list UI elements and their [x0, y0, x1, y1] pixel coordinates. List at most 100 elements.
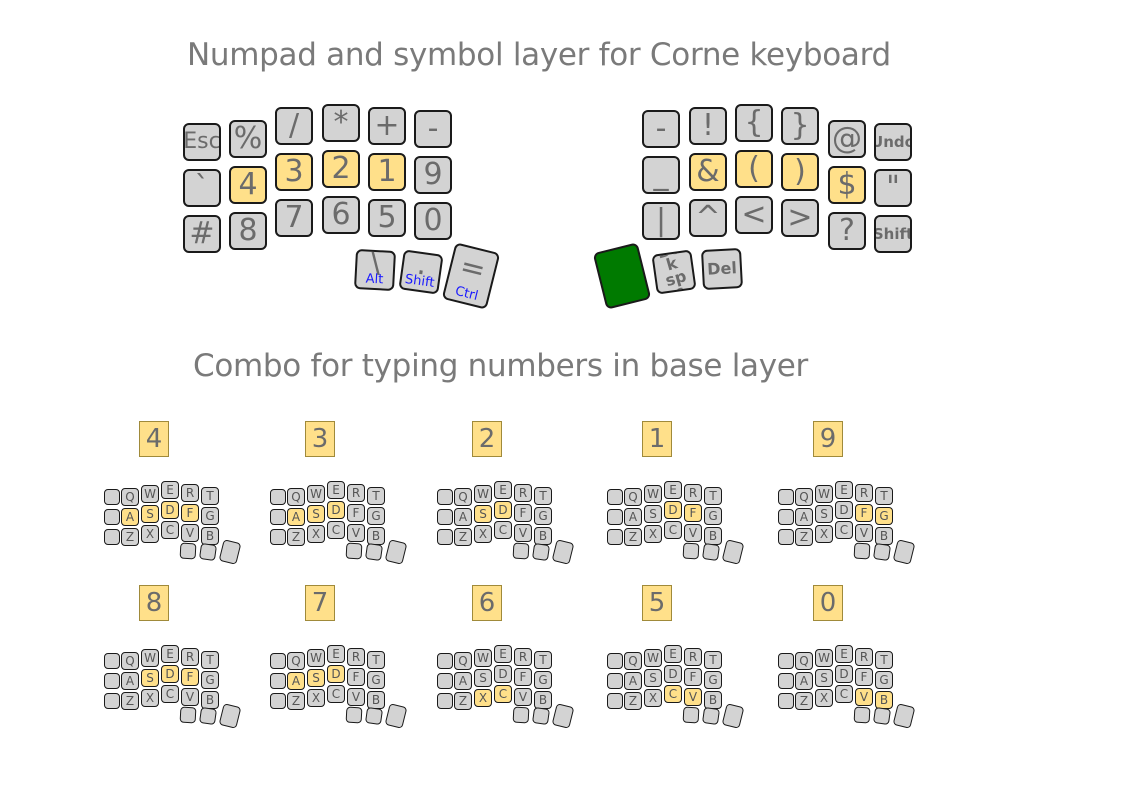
- left-key-17[interactable]: 0: [414, 202, 452, 240]
- right-key-1[interactable]: !: [689, 107, 727, 145]
- combo-6-key-e: E: [494, 645, 512, 663]
- combo-3-key-x: X: [307, 525, 325, 543]
- right-key-17[interactable]: Shift: [874, 215, 912, 253]
- thumb-hold-label: Alt: [365, 271, 384, 288]
- right-key-9[interactable]: ): [781, 153, 819, 191]
- left-key-0[interactable]: Esc: [183, 123, 221, 161]
- key-label: ?: [839, 213, 855, 248]
- combo-2-key-t: T: [534, 487, 552, 505]
- combo-0-key-d: D: [835, 665, 853, 683]
- combo-8-key-d: D: [161, 665, 179, 683]
- right-key-14[interactable]: <: [735, 196, 773, 234]
- left-key-3[interactable]: *: [322, 104, 360, 142]
- combo-outer-key: [270, 653, 286, 669]
- right-key-11[interactable]: ": [874, 169, 912, 207]
- combo-7-key-d: D: [327, 665, 345, 683]
- right-key-10[interactable]: $: [828, 166, 866, 204]
- combo-2-key-f: F: [514, 504, 532, 522]
- right-key-3[interactable]: }: [781, 107, 819, 145]
- combo-0-key-v: V: [855, 688, 873, 706]
- right-thumb-key-0[interactable]: [592, 242, 652, 310]
- right-thumb-key-1[interactable]: Bck spc: [651, 249, 697, 295]
- right-key-16[interactable]: ?: [828, 212, 866, 250]
- left-key-10[interactable]: 1: [368, 153, 406, 191]
- combo-8-key-z: Z: [121, 692, 139, 710]
- combo-outer-key: [778, 693, 794, 709]
- combo-4-key-c: C: [161, 521, 179, 539]
- combo-6-key-r: R: [514, 648, 532, 666]
- key-label: Esc: [183, 129, 221, 154]
- left-key-5[interactable]: -: [414, 110, 452, 148]
- combo-7-key-c: C: [327, 685, 345, 703]
- combo-2-key-g: G: [534, 507, 552, 525]
- right-key-0[interactable]: -: [642, 110, 680, 148]
- combo-outer-key: [778, 489, 794, 505]
- thumb-tap-label: Del: [706, 258, 738, 279]
- left-key-9[interactable]: 2: [322, 150, 360, 188]
- combo-2-key-v: V: [514, 524, 532, 542]
- combo-title: Combo for typing numbers in base layer: [193, 348, 808, 384]
- combo-5-key-e: E: [664, 645, 682, 663]
- combo-outer-key: [270, 673, 286, 689]
- left-key-1[interactable]: %: [229, 120, 267, 158]
- left-key-14[interactable]: 7: [275, 199, 313, 237]
- key-label: `: [194, 170, 210, 205]
- left-key-16[interactable]: 5: [368, 199, 406, 237]
- right-key-13[interactable]: ^: [689, 199, 727, 237]
- left-key-8[interactable]: 3: [275, 153, 313, 191]
- key-label: @: [832, 121, 862, 156]
- combo-5-key-w: W: [644, 649, 662, 667]
- left-key-4[interactable]: +: [368, 107, 406, 145]
- left-thumb-key-1[interactable]: . Shift: [398, 249, 444, 295]
- combo-3-key-w: W: [307, 485, 325, 503]
- combo-5-key-v: V: [684, 688, 702, 706]
- left-key-15[interactable]: 6: [322, 196, 360, 234]
- combo-3-key-a: A: [287, 508, 305, 526]
- left-key-7[interactable]: 4: [229, 166, 267, 204]
- combo-0-key-r: R: [855, 648, 873, 666]
- combo-outer-key: [607, 509, 623, 525]
- key-label: 5: [377, 200, 397, 235]
- left-key-12[interactable]: #: [183, 215, 221, 253]
- combo-thumb-key: [345, 542, 363, 560]
- combo-1-key-q: Q: [624, 488, 642, 506]
- combo-6-key-b: B: [534, 691, 552, 709]
- right-key-15[interactable]: >: [781, 199, 819, 237]
- right-key-6[interactable]: _: [642, 156, 680, 194]
- left-thumb-key-0[interactable]: \ Alt: [353, 248, 397, 292]
- combo-4-key-e: E: [161, 481, 179, 499]
- combo-thumb-key: [853, 542, 871, 560]
- right-key-8[interactable]: (: [735, 150, 773, 188]
- left-key-13[interactable]: 8: [229, 212, 267, 250]
- right-key-5[interactable]: Undo: [874, 123, 912, 161]
- combo-8-key-t: T: [201, 651, 219, 669]
- combo-4-key-w: W: [141, 485, 159, 503]
- right-key-2[interactable]: {: [735, 104, 773, 142]
- left-key-11[interactable]: 9: [414, 156, 452, 194]
- left-thumb-key-2[interactable]: = Ctrl: [441, 242, 501, 310]
- combo-1-key-b: B: [704, 527, 722, 545]
- combo-outer-key: [104, 673, 120, 689]
- combo-5-key-q: Q: [624, 652, 642, 670]
- combo-3-key-s: S: [307, 505, 325, 523]
- combo-8-key-g: G: [201, 671, 219, 689]
- combo-6-key-z: Z: [454, 692, 472, 710]
- left-key-2[interactable]: /: [275, 107, 313, 145]
- combo-outer-key: [607, 489, 623, 505]
- combo-digit-6: 6: [472, 585, 502, 621]
- right-key-12[interactable]: |: [642, 202, 680, 240]
- right-key-4[interactable]: @: [828, 120, 866, 158]
- combo-8-key-f: F: [181, 668, 199, 686]
- combo-2-key-w: W: [474, 485, 492, 503]
- combo-thumb-key: [384, 703, 408, 729]
- combo-digit-8: 8: [139, 585, 169, 621]
- combo-4-key-g: G: [201, 507, 219, 525]
- combo-1-key-e: E: [664, 481, 682, 499]
- right-key-7[interactable]: &: [689, 153, 727, 191]
- combo-thumb-key: [364, 706, 384, 726]
- left-key-6[interactable]: `: [183, 169, 221, 207]
- combo-7-key-q: Q: [287, 652, 305, 670]
- right-thumb-key-2[interactable]: Del: [700, 247, 744, 291]
- combo-2-key-a: A: [454, 508, 472, 526]
- combo-outer-key: [437, 653, 453, 669]
